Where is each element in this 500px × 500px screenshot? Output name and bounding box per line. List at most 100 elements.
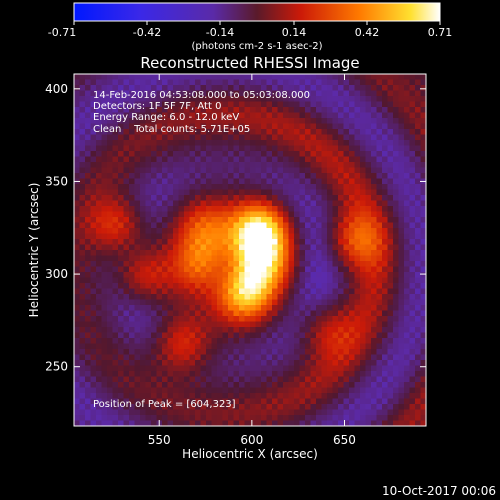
heatmap-cell: [354, 261, 361, 267]
heatmap-cell: [393, 288, 399, 295]
heatmap-cell: [96, 107, 102, 113]
heatmap-cell: [167, 266, 174, 273]
heatmap-cell: [145, 360, 152, 366]
heatmap-cell: [134, 123, 141, 130]
heatmap-cell: [393, 349, 399, 355]
heatmap-cell: [167, 96, 174, 102]
heatmap-cell: [382, 255, 388, 262]
heatmap-cell: [272, 266, 278, 273]
heatmap-cell: [129, 277, 135, 284]
heatmap-cell: [321, 277, 328, 284]
heatmap-cell: [327, 327, 333, 333]
heatmap-cell: [239, 376, 245, 383]
heatmap-cell: [420, 255, 426, 262]
heatmap-cell: [173, 365, 179, 372]
heatmap-cell: [74, 277, 80, 284]
heatmap-cell: [255, 200, 262, 207]
heatmap-cell: [228, 244, 234, 251]
heatmap-cell: [283, 277, 289, 284]
heatmap-cell: [134, 255, 141, 262]
heatmap-cell: [140, 107, 146, 113]
heatmap-cell: [354, 123, 361, 130]
heatmap-cell: [118, 233, 124, 240]
heatmap-cell: [90, 283, 97, 289]
heatmap-cell: [140, 222, 146, 229]
heatmap-cell: [195, 178, 201, 185]
heatmap-cell: [189, 365, 196, 372]
heatmap-cell: [360, 299, 366, 306]
heatmap-cell: [415, 222, 421, 229]
heatmap-cell: [354, 327, 361, 333]
heatmap-cell: [145, 140, 152, 146]
heatmap-cell: [398, 167, 405, 174]
heatmap-cell: [261, 343, 267, 350]
heatmap-cell: [239, 107, 245, 113]
heatmap-cell: [244, 371, 251, 377]
heatmap-cell: [299, 200, 306, 207]
heatmap-cell: [156, 112, 163, 119]
heatmap-cell: [255, 299, 262, 306]
heatmap-cell: [277, 228, 284, 234]
heatmap-cell: [184, 211, 190, 218]
heatmap-cell: [228, 211, 234, 218]
heatmap-cell: [151, 393, 157, 399]
heatmap-cell: [294, 173, 300, 179]
heatmap-cell: [228, 140, 234, 146]
heatmap-cell: [343, 277, 350, 284]
heatmap-cell: [288, 184, 295, 190]
heatmap-cell: [200, 107, 207, 113]
heatmap-cell: [310, 321, 317, 328]
heatmap-cell: [288, 96, 295, 102]
heatmap-cell: [140, 145, 146, 152]
heatmap-cell: [365, 151, 372, 157]
heatmap-cell: [338, 294, 344, 300]
heatmap-cell: [404, 228, 410, 234]
heatmap-cell: [90, 145, 97, 152]
heatmap-cell: [255, 79, 262, 86]
heatmap-cell: [239, 200, 245, 207]
heatmap-cell: [107, 387, 113, 394]
heatmap-cell: [206, 96, 212, 102]
heatmap-cell: [211, 398, 218, 405]
heatmap-cell: [272, 178, 278, 185]
heatmap-cell: [134, 107, 141, 113]
heatmap-cell: [112, 404, 119, 410]
heatmap-cell: [393, 217, 399, 223]
heatmap-cell: [349, 184, 355, 190]
heatmap-cell: [327, 321, 333, 328]
heatmap-cell: [343, 321, 350, 328]
heatmap-cell: [321, 140, 328, 146]
heatmap-cell: [371, 74, 377, 80]
heatmap-cell: [178, 250, 185, 256]
heatmap-cell: [354, 184, 361, 190]
heatmap-cell: [162, 195, 168, 201]
heatmap-cell: [195, 200, 201, 207]
heatmap-cell: [156, 343, 163, 350]
heatmap-cell: [206, 393, 212, 399]
heatmap-cell: [250, 327, 256, 333]
heatmap-cell: [195, 327, 201, 333]
heatmap-cell: [123, 145, 130, 152]
heatmap-cell: [371, 140, 377, 146]
heatmap-cell: [316, 244, 322, 251]
heatmap-cell: [393, 134, 399, 141]
heatmap-cell: [409, 343, 416, 350]
heatmap-cell: [415, 321, 421, 328]
heatmap-cell: [343, 255, 350, 262]
heatmap-cell: [74, 200, 80, 207]
heatmap-cell: [299, 145, 306, 152]
heatmap-cell: [184, 129, 190, 135]
heatmap-cell: [261, 277, 267, 284]
heatmap-cell: [409, 217, 416, 223]
heatmap-cell: [167, 195, 174, 201]
heatmap-cell: [222, 85, 229, 91]
heatmap-cell: [393, 244, 399, 251]
heatmap-cell: [382, 360, 388, 366]
heatmap-cell: [316, 85, 322, 91]
heatmap-cell: [189, 277, 196, 284]
heatmap-cell: [332, 321, 339, 328]
heatmap-cell: [228, 206, 234, 212]
heatmap-cell: [371, 349, 377, 355]
heatmap-cell: [354, 305, 361, 311]
heatmap-cell: [261, 134, 267, 141]
